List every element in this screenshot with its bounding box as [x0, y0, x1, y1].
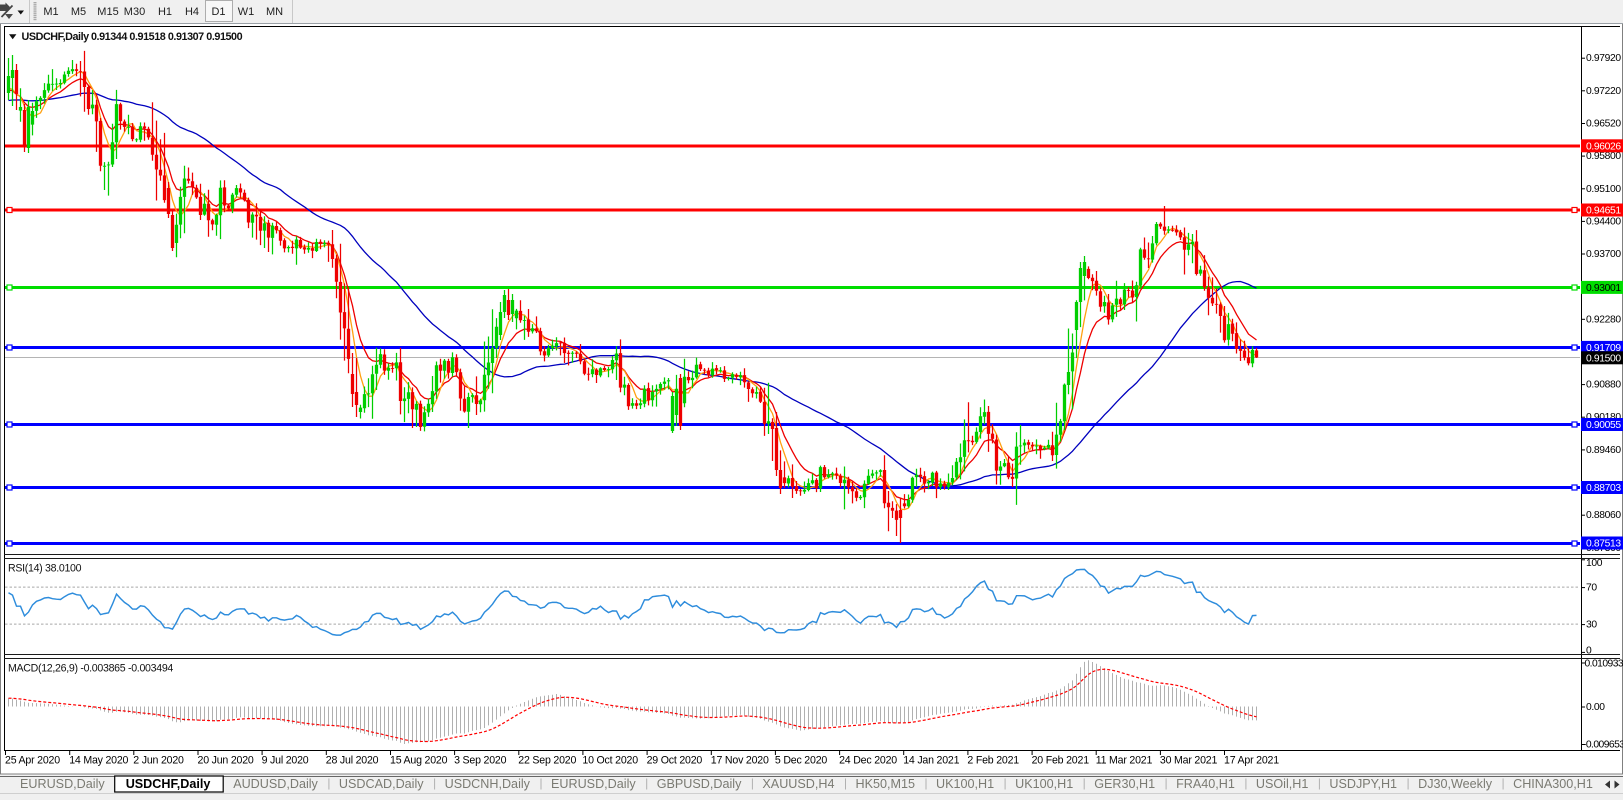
svg-text:0.91344 0.91518 0.91307 0.9150: 0.91344 0.91518 0.91307 0.91500 — [91, 31, 243, 43]
svg-text:0.94651: 0.94651 — [1586, 206, 1621, 217]
svg-text:3 Sep 2020: 3 Sep 2020 — [454, 755, 507, 767]
svg-text:H1: H1 — [158, 6, 172, 18]
svg-text:EURUSD,Daily: EURUSD,Daily — [551, 777, 636, 791]
svg-text:14 Jan 2021: 14 Jan 2021 — [903, 755, 959, 767]
svg-text:M5: M5 — [71, 6, 86, 18]
svg-text:20 Feb 2021: 20 Feb 2021 — [1032, 755, 1090, 767]
svg-text:0.87513: 0.87513 — [1586, 539, 1621, 550]
svg-text:30 Mar 2021: 30 Mar 2021 — [1160, 755, 1218, 767]
svg-text:USDCNH,Daily: USDCNH,Daily — [445, 777, 531, 791]
svg-text:UK100,H1: UK100,H1 — [936, 777, 994, 791]
svg-text:28 Jul 2020: 28 Jul 2020 — [326, 755, 379, 767]
svg-text:0.88703: 0.88703 — [1586, 483, 1621, 494]
svg-text:UK100,H1: UK100,H1 — [1015, 777, 1073, 791]
svg-text:17 Apr 2021: 17 Apr 2021 — [1224, 755, 1279, 767]
svg-text:0.00: 0.00 — [1586, 702, 1605, 713]
svg-text:HK50,M15: HK50,M15 — [856, 777, 916, 791]
svg-text:USDCAD,Daily: USDCAD,Daily — [339, 777, 424, 791]
svg-text:FRA40,H1: FRA40,H1 — [1176, 777, 1235, 791]
svg-text:0.88060: 0.88060 — [1586, 510, 1621, 521]
svg-text:0.93700: 0.93700 — [1586, 249, 1621, 260]
svg-text:0.89460: 0.89460 — [1586, 445, 1621, 456]
svg-text:USDJPY,H1: USDJPY,H1 — [1329, 777, 1397, 791]
svg-text:W1: W1 — [238, 6, 255, 18]
svg-text:M30: M30 — [124, 6, 145, 18]
svg-text:CHINA300,H1: CHINA300,H1 — [1513, 777, 1593, 791]
svg-text:24 Dec 2020: 24 Dec 2020 — [839, 755, 897, 767]
svg-text:29 Oct 2020: 29 Oct 2020 — [647, 755, 703, 767]
svg-text:100: 100 — [1586, 558, 1603, 569]
svg-text:0.97220: 0.97220 — [1586, 86, 1621, 97]
svg-text:0.97920: 0.97920 — [1586, 53, 1621, 64]
svg-text:MACD(12,26,9) -0.003865 -0.003: MACD(12,26,9) -0.003865 -0.003494 — [8, 663, 173, 675]
svg-text:0.90055: 0.90055 — [1586, 420, 1621, 431]
svg-text:M1: M1 — [43, 6, 58, 18]
svg-text:0.91500: 0.91500 — [1586, 353, 1621, 364]
svg-text:0.96520: 0.96520 — [1586, 119, 1621, 130]
svg-text:0.010933: 0.010933 — [1585, 659, 1623, 670]
svg-text:-0.009653: -0.009653 — [1583, 740, 1623, 751]
svg-text:15 Aug 2020: 15 Aug 2020 — [390, 755, 448, 767]
svg-text:0: 0 — [1586, 646, 1592, 657]
svg-text:RSI(14) 38.0100: RSI(14) 38.0100 — [8, 563, 82, 575]
svg-text:30: 30 — [1586, 620, 1597, 631]
svg-text:DJ30,Weekly: DJ30,Weekly — [1418, 777, 1493, 791]
svg-text:USDCHF,Daily: USDCHF,Daily — [126, 777, 211, 791]
svg-text:GER30,H1: GER30,H1 — [1094, 777, 1155, 791]
svg-text:USOil,H1: USOil,H1 — [1256, 777, 1308, 791]
svg-text:70: 70 — [1586, 583, 1597, 594]
svg-text:0.96026: 0.96026 — [1586, 141, 1621, 152]
svg-text:M15: M15 — [97, 6, 118, 18]
svg-text:14 May 2020: 14 May 2020 — [69, 755, 128, 767]
svg-text:0.90880: 0.90880 — [1586, 380, 1621, 391]
svg-text:AUDUSD,Daily: AUDUSD,Daily — [233, 777, 318, 791]
svg-text:0.92280: 0.92280 — [1586, 314, 1621, 325]
svg-text:0.95800: 0.95800 — [1586, 151, 1621, 162]
svg-text:GBPUSD,Daily: GBPUSD,Daily — [657, 777, 742, 791]
svg-text:22 Sep 2020: 22 Sep 2020 — [518, 755, 576, 767]
svg-text:EURUSD,Daily: EURUSD,Daily — [20, 777, 105, 791]
svg-text:11 Mar 2021: 11 Mar 2021 — [1096, 755, 1153, 767]
svg-text:17 Nov 2020: 17 Nov 2020 — [711, 755, 769, 767]
svg-text:10 Oct 2020: 10 Oct 2020 — [582, 755, 638, 767]
svg-text:2 Jun 2020: 2 Jun 2020 — [133, 755, 184, 767]
svg-text:20 Jun 2020: 20 Jun 2020 — [198, 755, 254, 767]
svg-text:25 Apr 2020: 25 Apr 2020 — [5, 755, 60, 767]
svg-text:0.95100: 0.95100 — [1586, 184, 1621, 195]
svg-text:H4: H4 — [185, 6, 199, 18]
svg-text:0.94400: 0.94400 — [1586, 216, 1621, 227]
svg-text:2 Feb 2021: 2 Feb 2021 — [967, 755, 1019, 767]
svg-text:D1: D1 — [211, 6, 225, 18]
svg-text:MN: MN — [266, 6, 283, 18]
svg-text:USDCHF,Daily: USDCHF,Daily — [22, 31, 90, 43]
svg-text:XAUUSD,H4: XAUUSD,H4 — [762, 777, 834, 791]
svg-text:0.93001: 0.93001 — [1586, 283, 1621, 294]
svg-text:5 Dec 2020: 5 Dec 2020 — [775, 755, 827, 767]
svg-text:9 Jul 2020: 9 Jul 2020 — [262, 755, 309, 767]
